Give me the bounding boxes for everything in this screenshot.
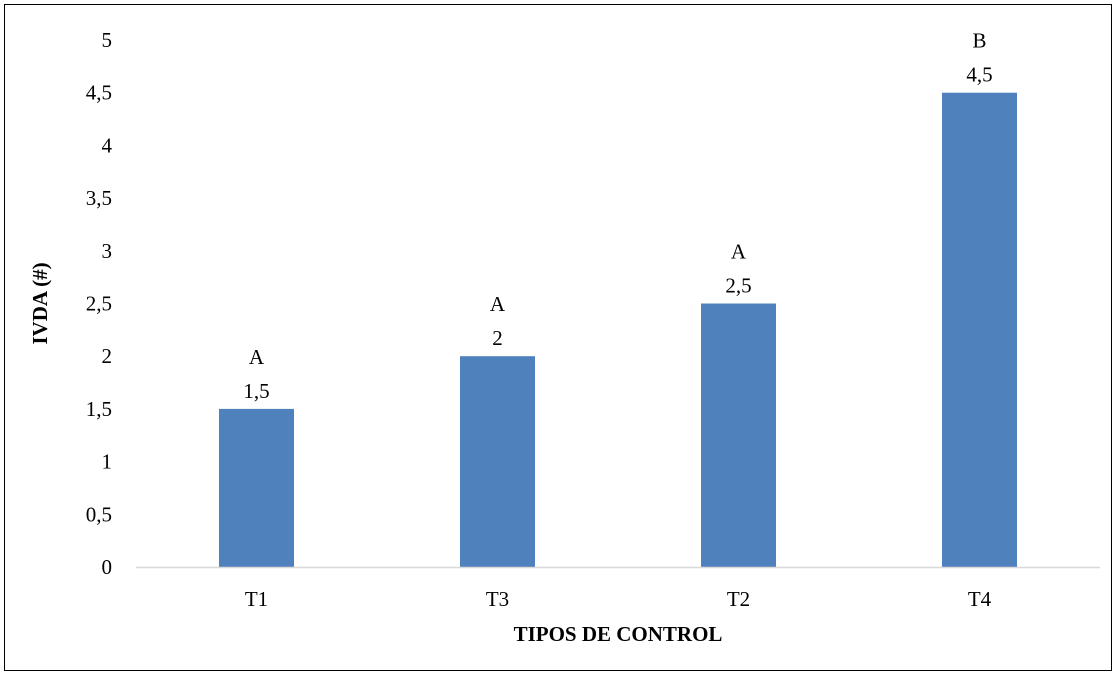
bars	[219, 92, 1017, 567]
category-label-t4: T4	[968, 587, 992, 611]
data-label-value: 2	[492, 326, 503, 350]
y-tick-label: 0	[102, 555, 113, 579]
y-tick-label: 3,5	[86, 186, 112, 210]
y-tick-label: 5	[102, 28, 113, 52]
y-axis-title: IVDA (#)	[28, 262, 52, 344]
category-label-t2: T2	[727, 587, 750, 611]
category-label-t1: T1	[245, 587, 268, 611]
data-label-group-letter: A	[490, 292, 506, 316]
y-tick-label: 2	[102, 344, 113, 368]
bar-t2	[701, 303, 776, 567]
y-tick-label: 1,5	[86, 397, 112, 421]
y-tick-label: 1	[102, 450, 113, 474]
bar-t4	[942, 92, 1017, 567]
data-label-group-letter: A	[731, 240, 747, 264]
data-label-group-letter: B	[972, 29, 986, 53]
y-tick-label: 3	[102, 239, 113, 263]
y-tick-label: 4,5	[86, 81, 112, 105]
bar-t1	[219, 408, 294, 567]
x-axis-title: TIPOS DE CONTROL	[514, 622, 723, 646]
y-tick-label: 4	[102, 133, 113, 157]
data-label-value: 2,5	[725, 274, 751, 298]
y-tick-label: 2,5	[86, 292, 112, 316]
y-tick-labels: 0 0,5 1 1,5 2 2,5 3 3,5 4 4,5 5	[86, 28, 113, 579]
data-labels: 1,5 A 2 A 2,5 A 4,5 B	[243, 29, 992, 403]
data-label-group-letter: A	[249, 345, 265, 369]
chart-frame: 0 0,5 1 1,5 2 2,5 3 3,5 4 4,5 5 1,5 A 2 A 2,5 A 4,5 B T1 T…	[4, 4, 1112, 671]
bar-t3	[460, 356, 535, 567]
data-label-value: 1,5	[243, 379, 269, 403]
category-labels: T1 T3 T2 T4	[245, 587, 992, 611]
data-label-value: 4,5	[966, 63, 992, 87]
y-tick-label: 0,5	[86, 502, 112, 526]
category-label-t3: T3	[486, 587, 509, 611]
